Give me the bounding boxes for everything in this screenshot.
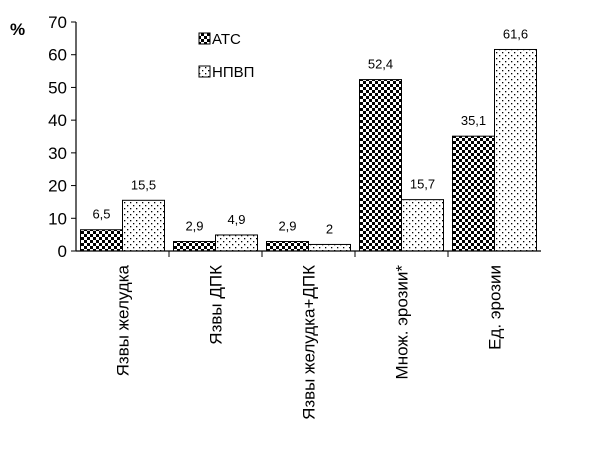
bar-nsaid <box>215 234 258 252</box>
bar-value-label: 61,6 <box>503 26 528 41</box>
legend-swatch-ats <box>198 32 211 45</box>
legend-label-nsaid: НПВП <box>212 64 254 81</box>
bar-value-label: 2,9 <box>185 219 203 234</box>
y-tick-label: 40 <box>48 111 67 130</box>
bar-nsaid <box>494 48 537 252</box>
y-tick-label: 30 <box>48 144 67 163</box>
axes-lines <box>75 22 541 257</box>
bar-value-label: 6,5 <box>92 207 110 222</box>
bar-ats <box>80 229 123 252</box>
bars-group <box>80 48 537 252</box>
y-tick-label: 0 <box>58 242 67 261</box>
legend-swatch-nsaid <box>198 65 211 78</box>
x-category-label: Ед. эрозии <box>486 265 505 350</box>
bar-value-label: 15,7 <box>410 177 435 192</box>
bar-value-label: 35,1 <box>461 113 486 128</box>
x-category-label: Язвы желудка <box>114 264 133 376</box>
y-tick-label: 50 <box>48 78 67 97</box>
y-axis-label: % <box>10 20 25 39</box>
bar-ats <box>359 79 402 252</box>
y-tick-label: 70 <box>48 13 67 32</box>
x-axis-categories: Язвы желудка Язвы ДПК Язвы желудка+ДПК Множ… <box>114 264 505 419</box>
y-tick-label: 10 <box>48 209 67 228</box>
bar-value-label: 4,9 <box>227 212 245 227</box>
bar-nsaid <box>401 199 444 252</box>
y-tick-label: 60 <box>48 46 67 65</box>
bar-ats <box>266 241 309 252</box>
bar-value-label: 2 <box>326 221 333 236</box>
bar-nsaid <box>122 199 165 252</box>
bar-ats <box>452 135 495 252</box>
bar-nsaid <box>308 243 351 252</box>
bar-ats <box>173 241 216 252</box>
value-labels-group: 6,5 15,5 2,9 4,9 2,9 2 52,4 15,7 35,1 61,6 <box>92 26 528 236</box>
x-category-label: Множ. эрозии* <box>393 265 412 380</box>
bar-value-label: 2,9 <box>278 219 296 234</box>
x-category-label: Язвы желудка+ДПК <box>300 265 319 420</box>
legend-label-ats: АТС <box>212 31 241 48</box>
x-category-label: Язвы ДПК <box>207 265 226 345</box>
bar-value-label: 52,4 <box>368 57 393 72</box>
y-axis: 0 10 20 30 40 50 60 70 <box>48 13 76 261</box>
y-tick-label: 20 <box>48 177 67 196</box>
legend: АТС НПВП <box>198 31 254 81</box>
bar-value-label: 15,5 <box>131 177 156 192</box>
